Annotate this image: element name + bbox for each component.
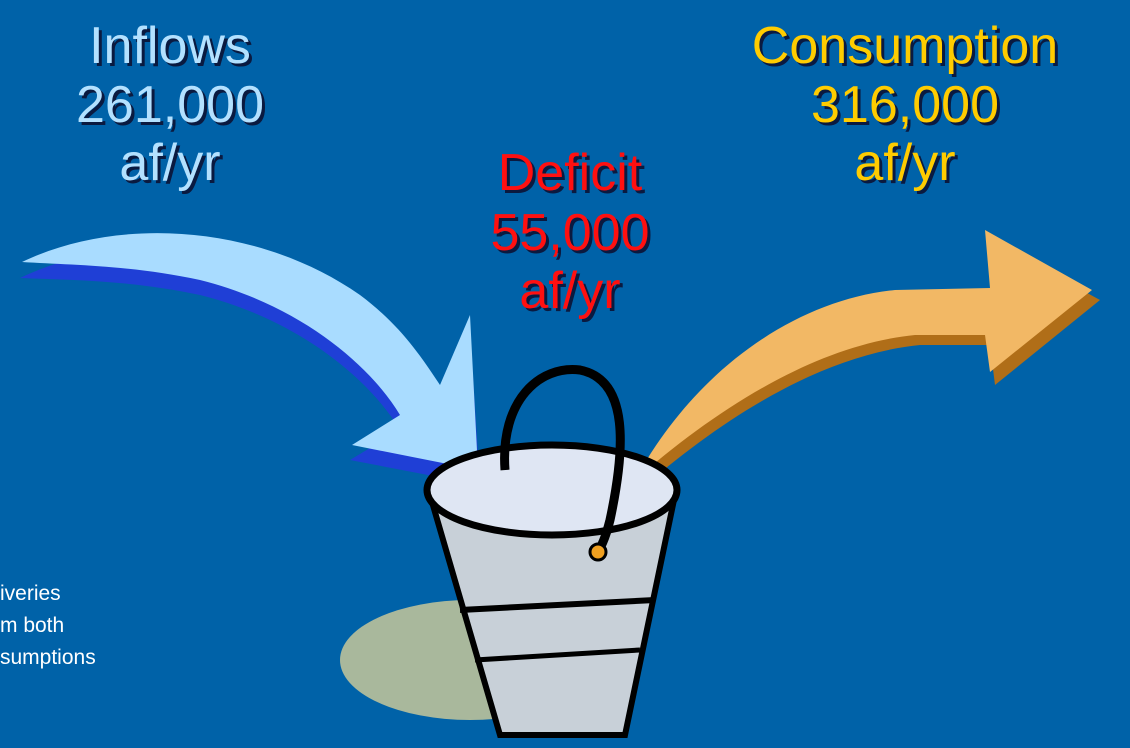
deficit-unit: af/yr [519,262,620,320]
bucket [340,365,681,738]
note-line: m both [0,614,64,637]
deficit-label: Deficit [498,144,643,202]
consumption-label: Consumption [752,17,1058,75]
consumption-unit: af/yr [854,134,955,192]
inflows-amount: 261,000 [76,76,264,134]
inflows-label: Inflows [89,17,251,75]
deficit-amount: 55,000 [490,204,649,262]
inflows-unit: af/yr [119,134,220,192]
consumption-amount: 316,000 [811,76,999,134]
note-line: iveries [0,582,61,605]
consumption-arrow [635,230,1100,490]
note-line: sumptions [0,646,96,669]
inflow-arrow [20,233,480,485]
